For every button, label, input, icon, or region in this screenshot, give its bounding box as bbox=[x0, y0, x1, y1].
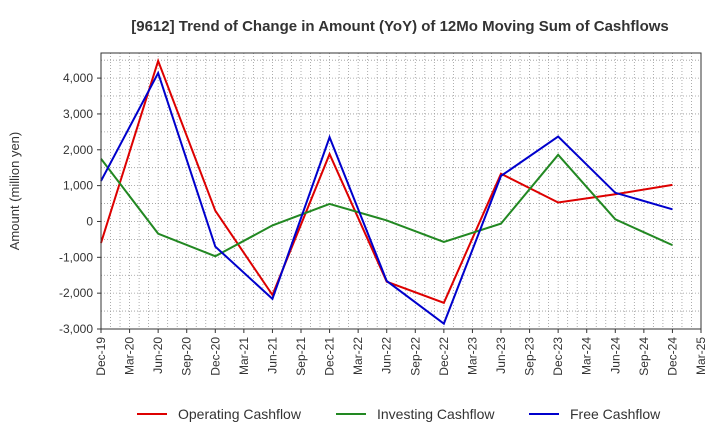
x-tick-label: Sep-23 bbox=[523, 337, 537, 376]
chart-title: [9612] Trend of Change in Amount (YoY) o… bbox=[131, 18, 669, 35]
y-tick-label: 3,000 bbox=[63, 107, 93, 121]
x-tick-label: Mar-23 bbox=[465, 337, 479, 375]
y-axis-ticks: -3,000 -2,000 -1,000 0 1,000 2,000 3,000 4,000 bbox=[59, 71, 101, 336]
series-line-free-cashflow bbox=[100, 70, 673, 326]
legend-label: Investing Cashflow bbox=[377, 406, 495, 422]
y-tick-label: -3,000 bbox=[59, 322, 93, 336]
legend-label: Operating Cashflow bbox=[178, 406, 302, 422]
legend-item-free-cashflow: Free Cashflow bbox=[529, 406, 661, 422]
x-tick-label: Dec-22 bbox=[437, 337, 451, 376]
x-tick-label: Dec-21 bbox=[323, 337, 337, 376]
x-tick-label: Jun-20 bbox=[151, 337, 165, 374]
legend-item-investing-cashflow: Investing Cashflow bbox=[336, 406, 495, 422]
legend: Operating Cashflow Investing Cashflow Free… bbox=[137, 406, 661, 422]
x-tick-label: Dec-20 bbox=[208, 337, 222, 376]
x-tick-label: Dec-19 bbox=[94, 337, 108, 376]
legend-item-operating-cashflow: Operating Cashflow bbox=[137, 406, 302, 422]
x-tick-label: Jun-22 bbox=[380, 337, 394, 374]
x-tick-label: Mar-24 bbox=[580, 337, 594, 375]
y-tick-label: 2,000 bbox=[63, 143, 93, 157]
y-tick-label: -1,000 bbox=[59, 250, 93, 264]
series-line-investing-cashflow bbox=[100, 153, 673, 258]
y-tick-label: 0 bbox=[86, 214, 93, 228]
y-tick-label: 4,000 bbox=[63, 71, 93, 85]
x-tick-label: Jun-21 bbox=[265, 337, 279, 374]
y-axis-label: Amount (million yen) bbox=[7, 132, 22, 251]
x-tick-label: Mar-22 bbox=[351, 337, 365, 375]
x-tick-label: Jun-24 bbox=[608, 337, 622, 374]
x-tick-label: Sep-20 bbox=[180, 337, 194, 376]
legend-label: Free Cashflow bbox=[570, 406, 661, 422]
x-axis-ticks: Dec-19 Mar-20 Jun-20 Sep-20 Dec-20 Mar-21 Jun-… bbox=[94, 329, 708, 376]
x-tick-label: Mar-20 bbox=[123, 337, 137, 375]
x-tick-label: Sep-21 bbox=[294, 337, 308, 376]
x-tick-label: Dec-23 bbox=[551, 337, 565, 376]
plot-frame bbox=[100, 52, 702, 330]
y-tick-label: -2,000 bbox=[59, 286, 93, 300]
x-tick-label: Dec-24 bbox=[665, 337, 679, 376]
x-tick-label: Jun-23 bbox=[494, 337, 508, 374]
x-tick-label: Sep-22 bbox=[408, 337, 422, 376]
series-lines bbox=[100, 57, 673, 326]
x-tick-label: Mar-25 bbox=[694, 337, 708, 375]
x-tick-label: Sep-24 bbox=[637, 337, 651, 376]
x-tick-label: Mar-21 bbox=[237, 337, 251, 375]
y-tick-label: 1,000 bbox=[63, 179, 93, 193]
